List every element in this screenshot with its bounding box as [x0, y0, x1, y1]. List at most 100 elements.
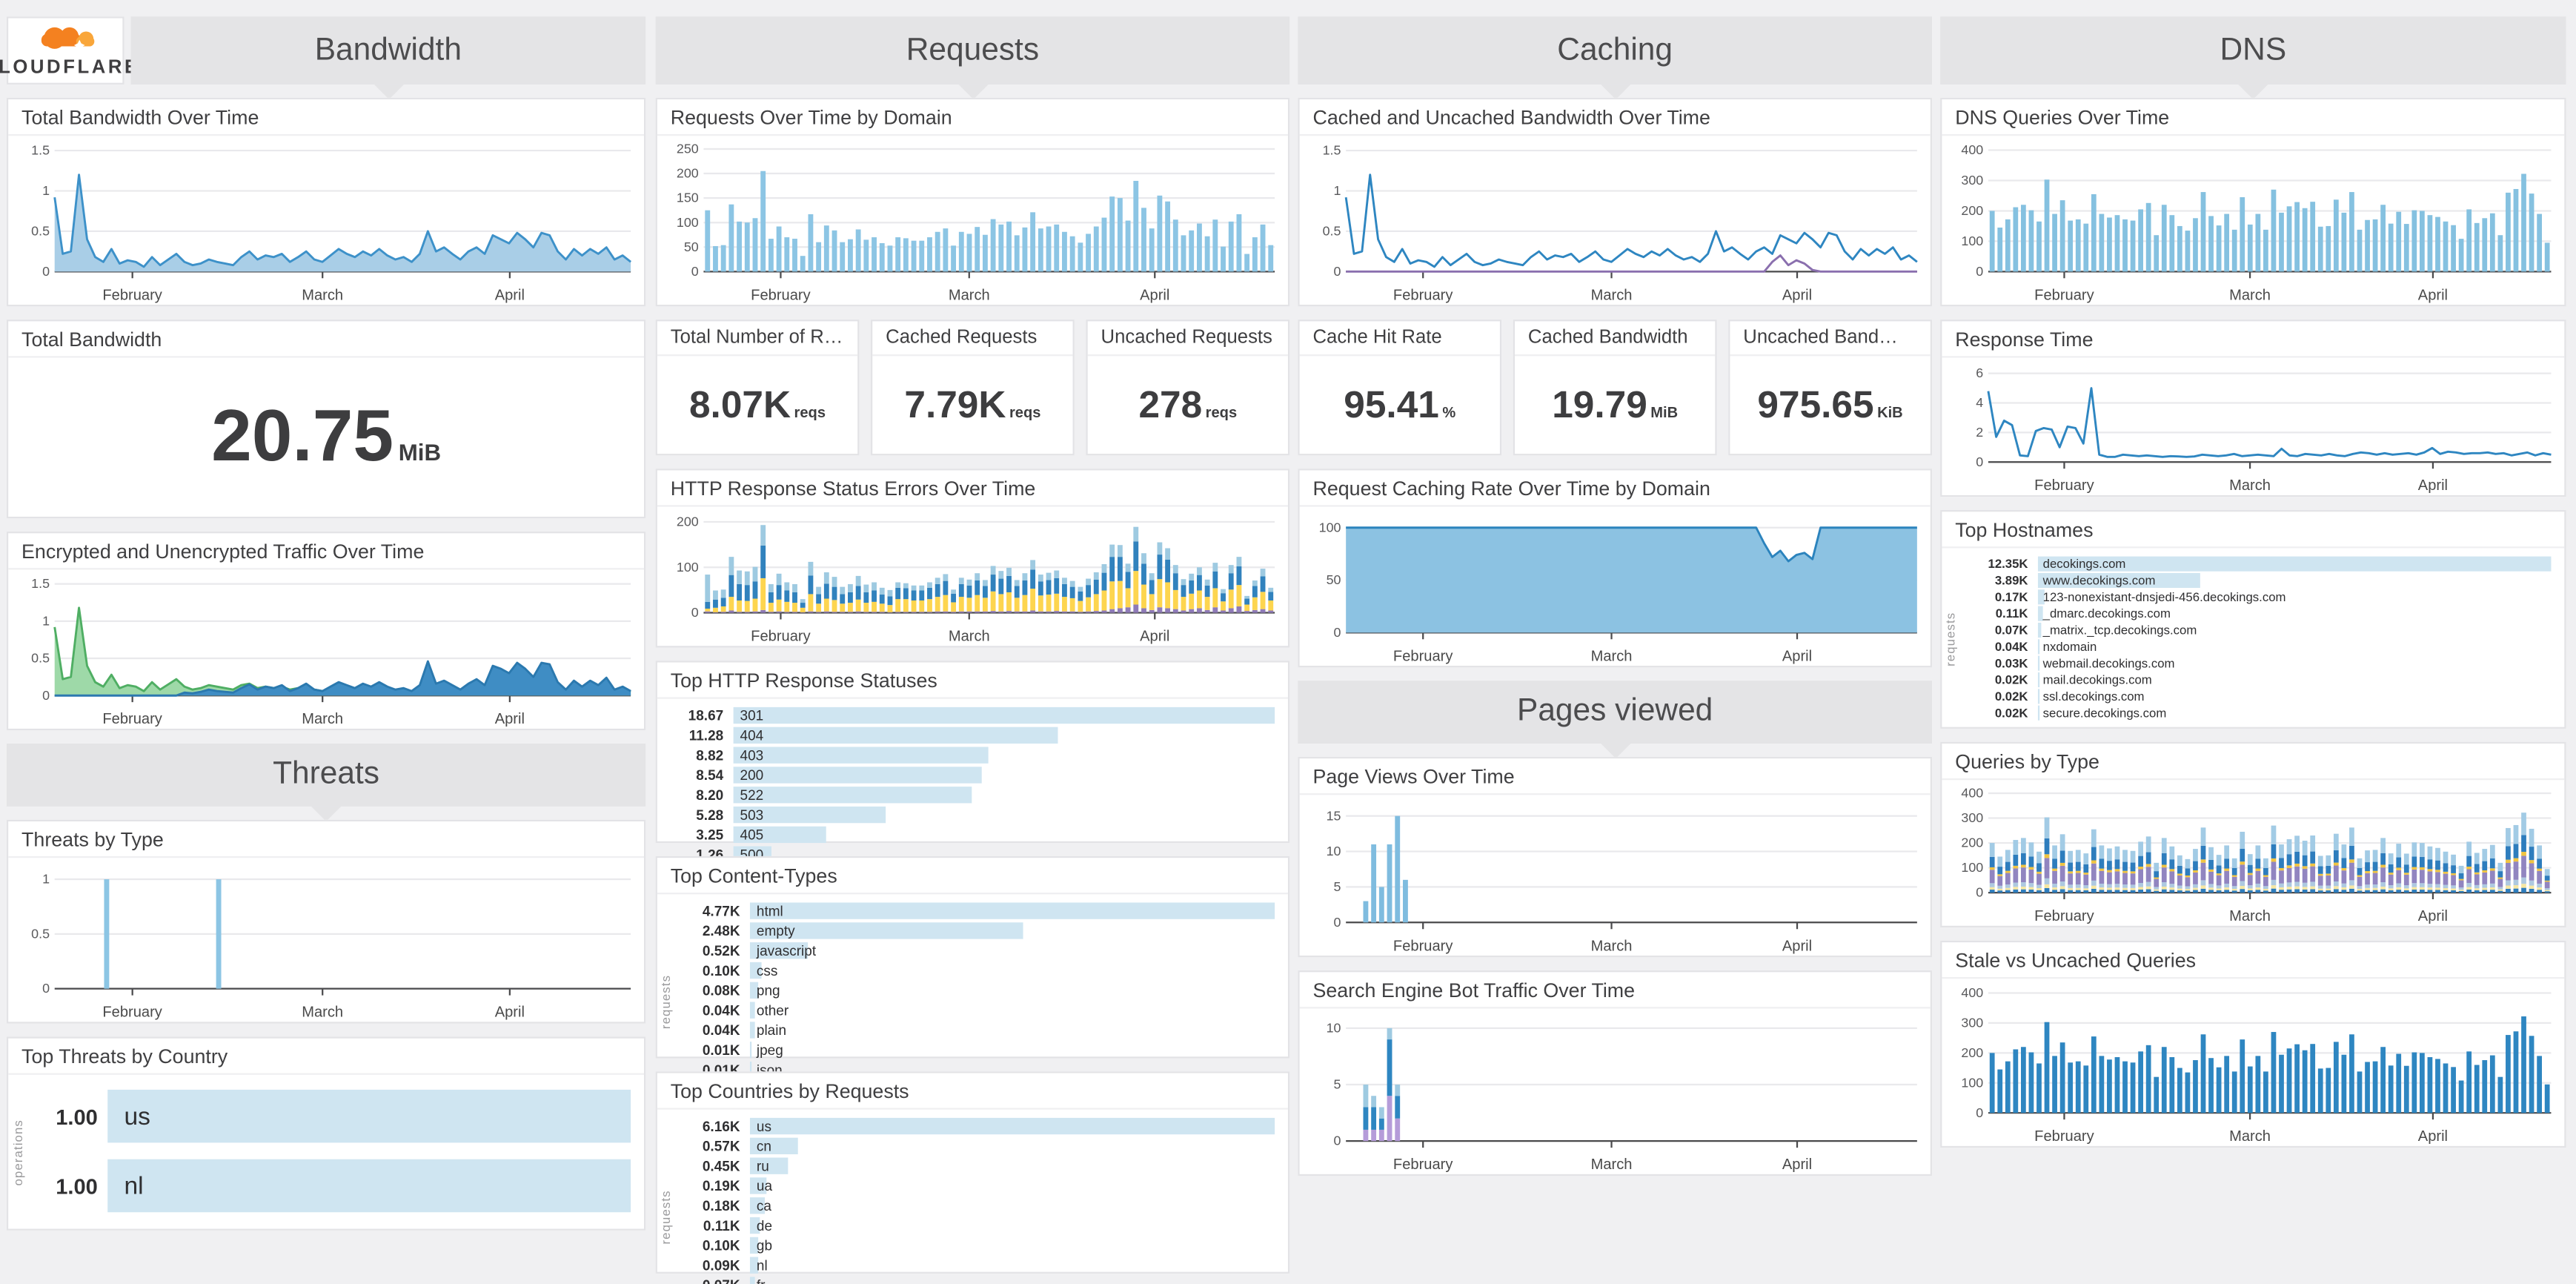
card-title: Top Hostnames — [1942, 512, 2565, 549]
svg-text:1: 1 — [42, 872, 50, 887]
threats-by-type-card: Threats by Type 0 0.5 1 February March April — [6, 819, 646, 1024]
row-bar — [107, 1089, 631, 1143]
list-row: 4.77K html — [677, 902, 1275, 919]
svg-text:50: 50 — [1327, 572, 1341, 587]
row-value: 4.77K — [702, 902, 740, 919]
section-title: DNS — [2220, 32, 2287, 67]
svg-text:0: 0 — [1976, 885, 1983, 900]
month-label: March — [302, 710, 344, 727]
section-header-threats[interactable]: Threats — [6, 744, 646, 822]
row-label: 200 — [740, 767, 764, 784]
encrypted-traffic-chart[interactable]: 0 0.5 1 1.5 February March April — [12, 569, 641, 728]
list-row: 1.00 nl — [28, 1159, 631, 1213]
card-title: Top HTTP Response Statuses — [657, 663, 1288, 699]
list-row: 0.10K gb — [677, 1237, 1275, 1254]
row-label: nl — [756, 1257, 768, 1274]
queries-by-type-chart[interactable]: 0 100 200 300 400 February March April — [1945, 780, 2561, 926]
row-value: 8.82 — [696, 747, 724, 764]
top-countries-list: requests 6.16K us 0.57K cn 0.45K ru 0.19K ua 0.18… — [657, 1110, 1288, 1284]
caching-rate-chart[interactable]: 0 50 100 February March April — [1303, 507, 1927, 666]
cached-uncached-bandwidth-card: Cached and Uncached Bandwidth Over Time … — [1298, 97, 1932, 307]
row-bar — [749, 1002, 755, 1019]
section-title: Caching — [1557, 32, 1673, 67]
month-label: February — [751, 286, 811, 303]
section-header-dns[interactable]: DNS — [1940, 16, 2566, 100]
row-label: us — [124, 1102, 150, 1131]
row-label: html — [756, 902, 783, 919]
row-bar — [749, 1277, 756, 1284]
cached-requests-stat-card: Cached Requests 7.79K reqs — [871, 320, 1075, 456]
list-row: 8.54 200 — [660, 767, 1275, 784]
stale-uncached-chart[interactable]: 0 100 200 300 400 February March April — [1945, 979, 2561, 1146]
row-value: 6.16K — [702, 1117, 740, 1135]
list-row: 8.82 403 — [660, 747, 1275, 764]
row-label: secure.decokings.com — [2042, 704, 2167, 720]
card-title: Request Caching Rate Over Time by Domain — [1299, 470, 1931, 507]
section-header-bandwidth[interactable]: Bandwidth — [130, 16, 646, 100]
queries-by-type-card: Queries by Type 0 100 200 300 400 February Mar… — [1940, 741, 2566, 927]
row-bar — [2037, 655, 2039, 670]
svg-text:100: 100 — [1961, 234, 1983, 248]
uncached-bandwidth-value: 975.65 KiB — [1757, 383, 1903, 426]
section-header-requests[interactable]: Requests — [655, 16, 1290, 100]
encrypted-traffic-card: Encrypted and Unencrypted Traffic Over T… — [6, 532, 646, 731]
row-value: 3.89K — [1994, 572, 2028, 587]
month-label: February — [1392, 286, 1453, 303]
svg-text:10: 10 — [1327, 1020, 1341, 1035]
row-bar — [749, 1197, 766, 1214]
row-value: 0.52K — [702, 942, 740, 959]
dns-queries-chart[interactable]: 0 100 200 300 400 February March April — [1945, 136, 2561, 305]
threats-by-type-chart[interactable]: 0 0.5 1 February March April — [12, 858, 641, 1022]
requests-over-time-chart[interactable]: 0 50 100 150 200 250 February March April — [660, 136, 1284, 305]
card-title: Cached Bandwidth — [1515, 321, 1716, 357]
total-bandwidth-over-time-card: Total Bandwidth Over Time 0 0.5 1 1.5 Februa… — [6, 97, 646, 307]
http-errors-chart[interactable]: 0 100 200 February March April — [660, 507, 1284, 646]
month-label: April — [2417, 477, 2449, 494]
section-header-caching[interactable]: Caching — [1298, 16, 1932, 100]
row-value: 2.48K — [702, 922, 740, 939]
row-value: 0.57K — [702, 1137, 740, 1155]
row-value: 0.08K — [702, 982, 740, 999]
row-bar — [2037, 638, 2040, 654]
card-title: Cached and Uncached Bandwidth Over Time — [1299, 99, 1931, 136]
svg-text:0.5: 0.5 — [31, 224, 50, 239]
row-label: de — [756, 1217, 773, 1234]
svg-text:5: 5 — [1334, 879, 1341, 894]
svg-text:1: 1 — [42, 183, 50, 198]
total-requests-stat-card: Total Number of Re… 8.07K reqs — [655, 320, 860, 456]
cached-uncached-bandwidth-chart[interactable]: 0 0.5 1 1.5 February March April — [1303, 136, 1927, 305]
section-title: Threats — [273, 756, 380, 792]
row-value: 8.20 — [696, 787, 724, 804]
row-label: png — [756, 982, 780, 999]
cached-bandwidth-value: 19.79 MiB — [1552, 383, 1679, 426]
month-label: February — [102, 1003, 162, 1021]
month-label: March — [2229, 286, 2271, 303]
row-bar — [749, 1117, 1275, 1135]
section-header-pages-viewed[interactable]: Pages viewed — [1298, 681, 1932, 759]
svg-text:10: 10 — [1327, 844, 1341, 858]
svg-text:5: 5 — [1334, 1077, 1341, 1092]
card-title: Total Bandwidth — [8, 321, 644, 358]
cloudflare-logo[interactable]: CLOUDFLARE® — [0, 16, 146, 85]
row-label: www.decokings.com — [2042, 572, 2156, 587]
row-bar — [733, 767, 983, 784]
card-title: HTTP Response Status Errors Over Time — [657, 470, 1288, 507]
cache-hit-rate-value: 95.41% — [1344, 383, 1456, 426]
list-row: 0.11K de — [677, 1217, 1275, 1234]
list-row: 11.28 404 — [660, 727, 1275, 744]
row-bar — [2037, 704, 2039, 720]
total-bandwidth-over-time-chart[interactable]: 0 0.5 1 1.5 February March April — [12, 136, 641, 305]
row-bar — [749, 962, 761, 979]
card-title: Total Number of Re… — [657, 321, 858, 357]
list-row: 0.52K javascript — [677, 942, 1275, 959]
svg-text:200: 200 — [1961, 835, 1983, 850]
response-time-chart[interactable]: 0 2 4 6 February March April — [1945, 358, 2561, 495]
top-threats-by-country-list: operations 1.00 us 1.00 nl — [8, 1075, 644, 1229]
page-views-chart[interactable]: 0 5 10 15 February March April — [1303, 795, 1927, 956]
bot-traffic-chart[interactable]: 0 5 10 February March April — [1303, 1008, 1927, 1174]
month-label: April — [494, 286, 525, 303]
list-row: 0.19K ua — [677, 1177, 1275, 1194]
row-value: 0.04K — [702, 1002, 740, 1019]
row-label: nl — [124, 1171, 144, 1200]
row-bar — [749, 982, 759, 999]
